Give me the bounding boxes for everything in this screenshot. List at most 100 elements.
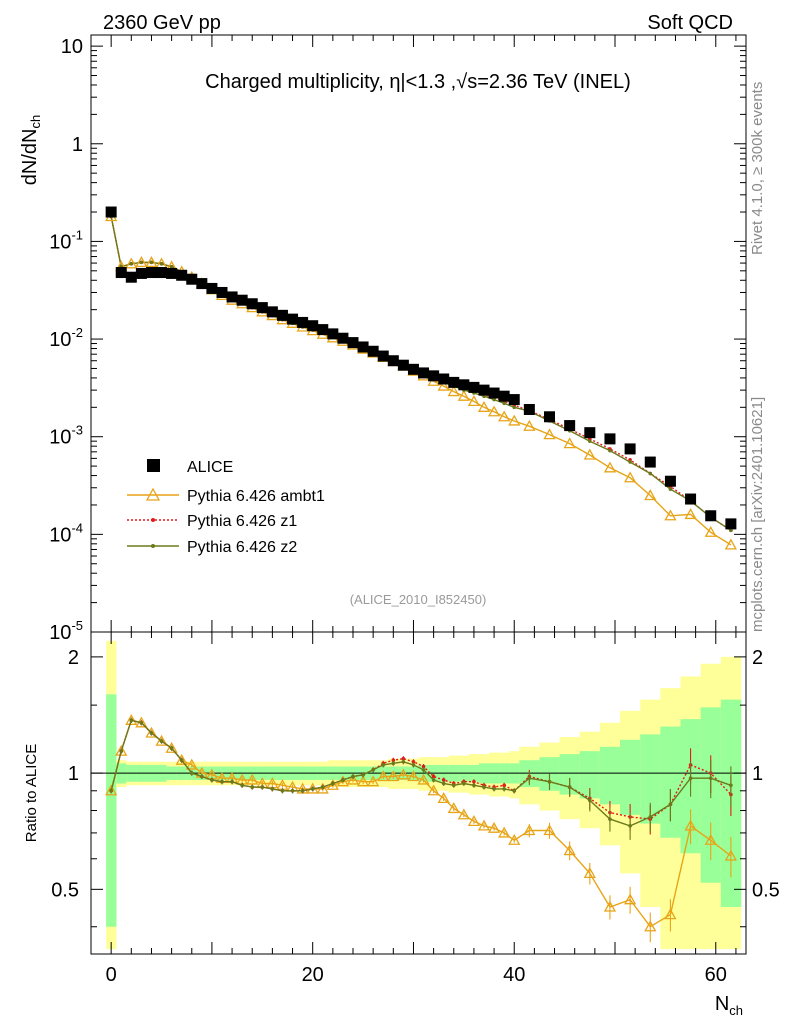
alice-data-point	[407, 363, 419, 375]
ambt1-point	[437, 379, 450, 391]
legend: ALICE Pythia 6.426 ambt1 Pythia 6.426 z1 Py…	[127, 459, 325, 556]
ratio-frame	[90, 631, 747, 955]
ratio-z2-point	[441, 781, 446, 786]
ratio-ambt1-point	[487, 821, 501, 833]
alice-data-point	[276, 309, 288, 321]
ratio-z2-point	[200, 774, 204, 779]
ambt1-point	[624, 471, 637, 483]
z2-point	[608, 448, 612, 453]
ratio-z2-point	[502, 787, 506, 791]
alice-data-point	[166, 267, 178, 279]
alice-data-point	[397, 359, 409, 371]
z2-point	[502, 401, 506, 406]
alice-data-point	[337, 332, 349, 344]
alice-data-point	[523, 403, 535, 415]
x-tick-label: 0	[106, 964, 117, 986]
ratio-ambt1-point	[467, 815, 481, 826]
alice-data-point	[544, 411, 555, 423]
ratio-panel: 0.5 0.5 1 1 2 2 0 20 40 60 Ratio to ALICE Nch	[23, 631, 780, 1018]
ratio-z2-point	[462, 781, 466, 786]
ratio-ambt1-point	[356, 775, 370, 787]
alice-data-point	[458, 379, 470, 391]
alice-data-point	[448, 376, 460, 388]
z2-point	[129, 261, 134, 266]
ratio-y-tick-label-left: 1	[68, 763, 79, 785]
inner-band-bin	[660, 726, 681, 838]
alice-data-point	[438, 373, 450, 385]
ambt1-point	[457, 389, 470, 401]
ratio-ambt1-point	[523, 824, 536, 836]
y-tick-label: 10-4	[49, 520, 83, 546]
ratio-z2-point	[310, 787, 315, 791]
legend-label: Pythia 6.426 z1	[187, 513, 297, 530]
ratio-z2-point	[270, 787, 275, 791]
ratio-ambt1-point	[387, 770, 400, 782]
ratio-ambt1-point	[316, 782, 329, 794]
inner-band-bin	[579, 751, 601, 799]
alice-data-point	[206, 282, 218, 294]
ratio-z2-point	[220, 779, 224, 784]
ratio-ambt1-point	[508, 833, 521, 845]
ratio-z1-point	[401, 756, 406, 761]
alice-data-point	[307, 320, 319, 332]
ratio-z2-point	[451, 783, 456, 788]
header-left-label: 2360 GeV pp	[103, 12, 221, 34]
ratio-z2-point	[159, 739, 164, 743]
ratio-z2-point	[189, 771, 194, 775]
ratio-ambt1-point	[724, 849, 737, 861]
ratio-z2-point	[482, 785, 486, 789]
ratio-z2-point	[341, 778, 345, 782]
alice-data-point	[186, 273, 198, 285]
ratio-z2-point	[421, 767, 426, 772]
ratio-ambt1-point	[437, 792, 450, 804]
ratio-ambt1-point	[447, 802, 460, 814]
y-tick-label: 1	[72, 134, 83, 156]
main-y-axis: 10-5 10-4 10-3 10-2 10-1 1 10	[49, 36, 746, 644]
ratio-ambt1-point	[155, 734, 168, 746]
ratio-z2-point	[129, 718, 134, 723]
z2-point	[588, 439, 592, 443]
ratio-z2-point	[210, 778, 214, 782]
ratio-ambt1-point	[377, 770, 390, 782]
ratio-z1-point	[441, 778, 446, 782]
ambt1-point	[664, 509, 677, 521]
ratio-y-axis-label: Ratio to ALICE	[23, 744, 40, 842]
ratio-y-tick-label-left: 0.5	[51, 879, 79, 901]
ratio-z2-point	[608, 817, 612, 821]
alice-data-point	[468, 381, 480, 393]
ratio-ambt1-point	[407, 770, 420, 782]
ratio-z2-point	[401, 759, 406, 764]
y-tick-label: 10-5	[49, 618, 83, 644]
z2-point	[139, 260, 144, 265]
alice-data-point	[266, 306, 278, 318]
alice-data-point	[377, 350, 389, 362]
ratio-z2-point	[280, 788, 285, 793]
ratio-z2-point	[648, 815, 653, 819]
alice-data-point	[236, 294, 248, 306]
alice-data-point	[115, 267, 127, 279]
legend-label: Pythia 6.426 z2	[187, 539, 297, 556]
ambt1-point	[523, 419, 536, 431]
alice-data-point	[418, 367, 430, 379]
alice-data-point	[196, 278, 208, 290]
ratio-z2-point	[708, 776, 713, 781]
alice-data-point	[135, 267, 147, 279]
y-tick-label: 10-1	[49, 227, 83, 253]
main-x-axis-ticks	[110, 35, 737, 632]
ratio-z2-point	[149, 731, 154, 735]
inner-band-bin	[640, 734, 661, 824]
ratio-z2-point	[567, 785, 572, 789]
alice-data-point	[357, 341, 369, 353]
ambt1-point	[487, 405, 501, 417]
ratio-ambt1-point	[175, 753, 188, 765]
alice-data-point	[246, 298, 258, 310]
ratio-z2-point	[688, 776, 693, 781]
ambt1-point	[724, 538, 737, 550]
z2-point	[512, 405, 517, 410]
ambt1-point	[508, 414, 521, 426]
x-axis-label: Nch	[715, 993, 743, 1018]
main-series-layer	[105, 206, 737, 550]
ratio-z2-point	[371, 767, 375, 772]
alice-data-point	[216, 286, 228, 298]
ratio-z2-point	[109, 788, 113, 793]
